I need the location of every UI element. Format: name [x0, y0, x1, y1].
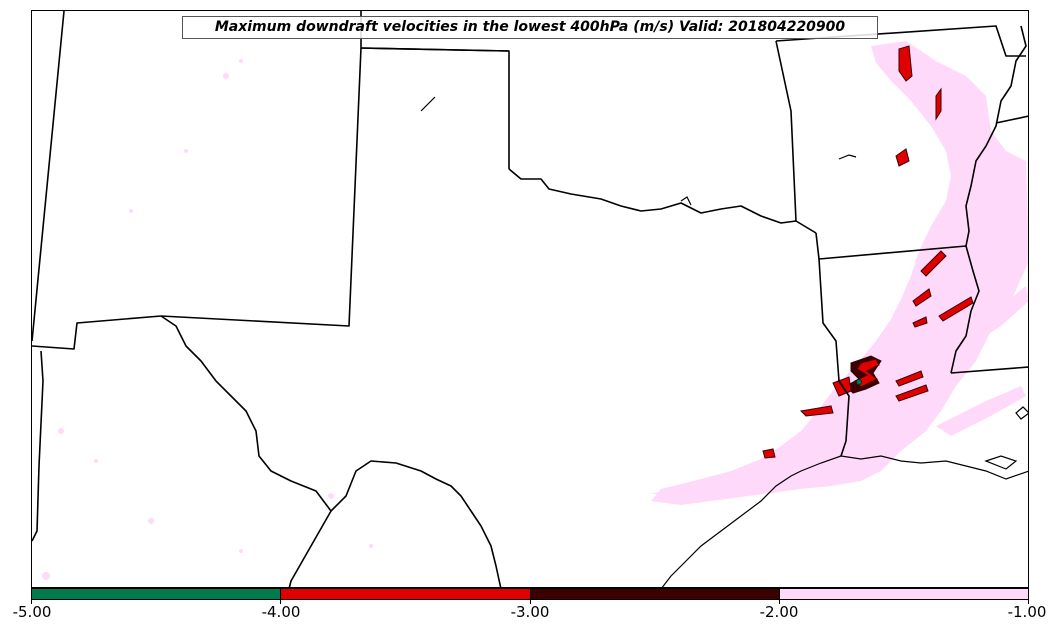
- colorbar: [31, 588, 1029, 600]
- colorbar-bin-3: [529, 589, 779, 599]
- speck-mx-2: [328, 493, 334, 499]
- cell-la-1: [912, 288, 932, 307]
- colorbar-bin-1: [32, 589, 281, 599]
- colorbar-tick: [280, 600, 281, 604]
- colorbar-tick: [1028, 600, 1029, 604]
- shading-louisiana-cells: [961, 286, 1028, 346]
- colorbar-tick: [31, 600, 32, 604]
- speck-sw-2: [94, 459, 98, 463]
- speck-sw-3: [148, 518, 154, 524]
- shading-se-streak: [936, 386, 1026, 436]
- border-ms-al: [995, 115, 1028, 124]
- cell-la-3: [912, 316, 928, 328]
- border-ms-river: [950, 25, 1027, 374]
- border-nm-chihuahua: [32, 315, 162, 350]
- colorbar-tick-label: -4.00: [261, 603, 301, 621]
- coastline: [420, 96, 1028, 587]
- map-title: Maximum downdraft velocities in the lowe…: [182, 16, 878, 39]
- colorbar-tick-label: -5.00: [12, 603, 52, 621]
- colorbar-tick: [530, 600, 531, 604]
- border-rio-grande: [160, 315, 502, 587]
- cell-sabine-green: [856, 379, 862, 385]
- speck-nm-1: [223, 73, 229, 79]
- mobile-bay: [1015, 406, 1028, 420]
- downdraft-shading-strong: [762, 45, 974, 459]
- colorbar-tick-label: -1.00: [1007, 603, 1047, 621]
- coastline-texas: [661, 455, 842, 587]
- border-ms-east: [950, 366, 1028, 374]
- shading-east-band: [651, 41, 1028, 505]
- cell-la-4: [895, 370, 924, 387]
- coastline-louisiana: [840, 455, 1028, 480]
- colorbar-bin-4: [778, 589, 1028, 599]
- state-borders: [32, 11, 1028, 587]
- colorbar-tick: [779, 600, 780, 604]
- lake-pontchartrain: [984, 455, 1018, 470]
- cell-arkansas-4: [920, 250, 947, 277]
- cell-east-tx-2: [762, 448, 776, 459]
- colorbar-bin-2: [280, 589, 530, 599]
- cell-east-tx-1: [799, 405, 834, 417]
- speck-tx-2: [129, 209, 133, 213]
- colorbar-tick-label: -2.00: [759, 603, 799, 621]
- border-red-river: [508, 168, 817, 234]
- speck-sw-1: [58, 428, 64, 434]
- border-ok-ks: [360, 47, 510, 52]
- cell-arkansas-2: [935, 87, 942, 121]
- cell-la-2: [938, 296, 974, 322]
- speck-tx-1: [184, 149, 188, 153]
- cell-arkansas-1: [898, 45, 913, 82]
- lake-texoma: [680, 196, 692, 206]
- speck-sw-4: [42, 572, 50, 580]
- speck-mx-1: [239, 549, 243, 553]
- shading-gulf-coast: [651, 441, 841, 503]
- border-ok-ar: [775, 40, 797, 222]
- reservoir-ar: [838, 154, 857, 160]
- speck-nm-2: [239, 59, 243, 63]
- border-mx-west: [288, 510, 332, 587]
- cell-la-5: [895, 384, 929, 402]
- speck-mx-3: [369, 544, 373, 548]
- map-panel: [31, 10, 1029, 588]
- border-az-sonora: [32, 350, 44, 542]
- colorbar-tick-label: -3.00: [510, 603, 550, 621]
- border-nm-az: [32, 11, 65, 342]
- map-canvas: [32, 11, 1028, 587]
- cell-arkansas-3: [895, 148, 910, 167]
- border-ar-mo: [775, 25, 1026, 57]
- border-tx-la: [818, 258, 850, 457]
- reservoir-ok: [420, 96, 436, 112]
- downdraft-shading-light: [42, 41, 1028, 580]
- border-tx-panhandle-west: [160, 47, 362, 327]
